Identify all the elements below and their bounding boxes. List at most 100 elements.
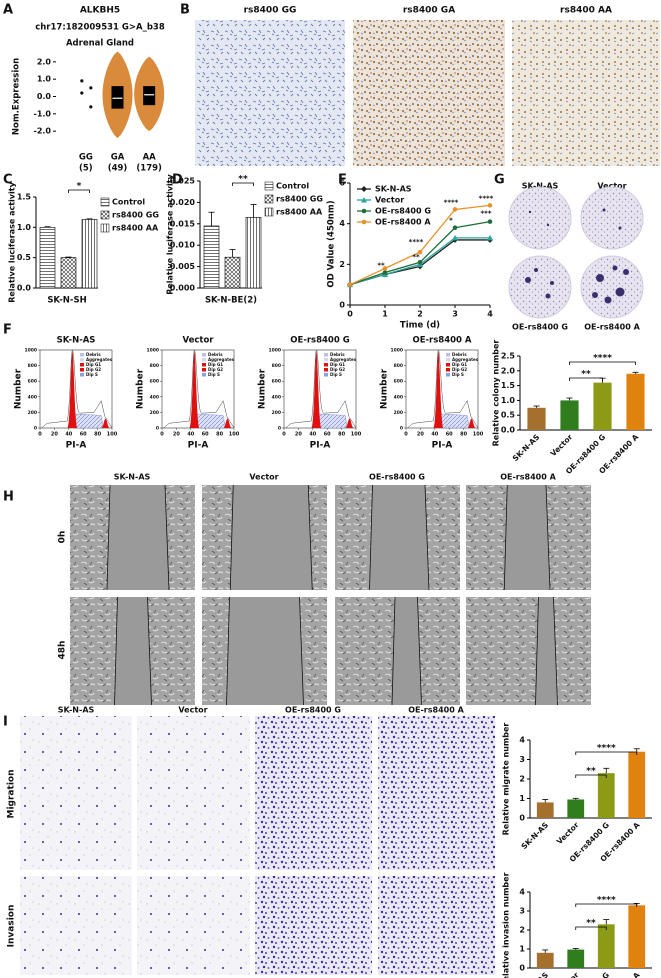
colony-label: SK-N-AS: [522, 182, 559, 191]
legend-swatch: [264, 207, 274, 217]
wound-image: [466, 597, 591, 705]
y-tick-label: 1.0: [501, 396, 516, 405]
x-tick-label: 40: [431, 432, 438, 438]
y-tick-label: 1.0: [37, 75, 52, 84]
significance-bracket: [575, 774, 607, 778]
y-tick-label: 2.0: [37, 57, 52, 66]
transwell-image: [137, 716, 250, 870]
colony-label: Vector: [597, 182, 626, 191]
y-tick-label: 800: [150, 363, 159, 369]
histogram: [285, 349, 357, 429]
bar: [81, 219, 98, 289]
axis-title: Number: [380, 368, 390, 409]
dip-g1: [433, 351, 444, 428]
wound-edge: [417, 596, 422, 706]
y-tick-label: 6: [339, 179, 345, 188]
legend-label: Dip G1: [330, 362, 345, 367]
column-label: Vector: [249, 473, 278, 482]
y-tick-label: 200: [28, 410, 37, 416]
significance-bracket: [569, 361, 636, 365]
point: [347, 282, 353, 287]
column-label: OE-rs8400 G: [369, 473, 425, 482]
significance-label: ****: [444, 198, 459, 206]
x-tick-label: 60: [446, 432, 453, 438]
axis-title: PI-A: [66, 441, 87, 451]
transwell-image: [378, 716, 495, 870]
y-tick-label: 400: [28, 394, 37, 400]
legend-label: rs8400 AA: [276, 208, 323, 217]
y-tick-label: 800: [28, 363, 37, 369]
x-tick-label: 4: [487, 310, 493, 319]
y-tick-label: 0: [156, 426, 159, 432]
wound-gap: [504, 485, 550, 590]
transwell-image: [255, 876, 372, 975]
axis-title: Relative invasion number: [502, 872, 511, 978]
y-tick-label: 2.5: [501, 352, 516, 361]
x-tick-label: 2: [417, 310, 423, 319]
y-tick-label: 1.0: [17, 223, 32, 232]
x-tick-label: 80: [338, 432, 345, 438]
dip-g1: [311, 351, 322, 428]
y-tick-label: 1.5: [17, 193, 32, 202]
legend-swatch: [202, 373, 206, 377]
y-tick-label: 2.0: [501, 366, 516, 375]
axis-title: PI-A: [188, 441, 209, 451]
transwell-image: [20, 876, 132, 975]
y-tick-label: 1000: [390, 348, 403, 354]
legend-label: Dip G1: [208, 362, 223, 367]
box: [111, 86, 124, 109]
axis-title: OD Value (450nm): [327, 200, 337, 287]
y-tick-label: 3: [519, 907, 525, 916]
wound-edge: [106, 484, 111, 591]
x-count-label: (5): [79, 164, 93, 174]
panel-letter: D: [172, 173, 183, 188]
y-tick-label: 1.5: [501, 381, 516, 390]
y-tick-label: 1000: [24, 348, 37, 354]
box: [143, 86, 156, 106]
significance-bracket: [575, 751, 638, 755]
point: [487, 203, 493, 208]
column-label: OE-rs8400 G: [285, 706, 341, 715]
x-tick-label: Vector: [555, 820, 581, 846]
axis-title: Number: [136, 368, 146, 409]
legend-swatch: [202, 363, 206, 367]
point: [487, 219, 493, 224]
colony-dish: [508, 255, 572, 319]
bar: [567, 949, 585, 968]
wound-edge: [226, 596, 230, 706]
dip-g1: [67, 351, 78, 428]
axis-title: Relative colony number: [492, 340, 501, 447]
x-tick-label: 60: [324, 432, 331, 438]
panel-letter: I: [3, 715, 8, 730]
legend-swatch: [264, 194, 274, 204]
point: [80, 79, 84, 83]
y-tick-label: 0.0: [37, 92, 52, 101]
legend-label: Dip G2: [452, 367, 467, 372]
legend-swatch: [446, 353, 450, 357]
y-tick-label: 0.5: [501, 411, 516, 420]
x-axis-title: SK-N-BE(2): [205, 296, 257, 306]
colony-spots: [525, 208, 629, 304]
legend-swatch: [80, 363, 84, 367]
axis-title: Relative luciferase activity: [166, 173, 175, 294]
y-tick-label: 800: [394, 363, 403, 369]
column-label: SK-N-AS: [58, 706, 95, 715]
point: [417, 260, 423, 265]
y-tick-label: 0.0: [501, 426, 516, 435]
significance-label: **: [377, 261, 385, 269]
legend-label: rs8400 GG: [112, 211, 159, 220]
y-tick-label: 1000: [268, 348, 281, 354]
legend-marker: [361, 219, 367, 225]
bar: [597, 924, 615, 968]
legend-swatch: [202, 353, 206, 357]
legend-swatch: [80, 373, 84, 377]
wound-gap: [114, 597, 152, 705]
bar: [224, 256, 241, 289]
y-tick-label: 0.010: [170, 241, 196, 250]
x-tick-label: 20: [51, 432, 58, 438]
x-tick-label: 0: [347, 310, 353, 319]
wound-gap: [107, 485, 169, 590]
y-tick-label: 200: [394, 410, 403, 416]
x-tick-label: 40: [309, 432, 316, 438]
significance-bracket: [575, 903, 638, 907]
